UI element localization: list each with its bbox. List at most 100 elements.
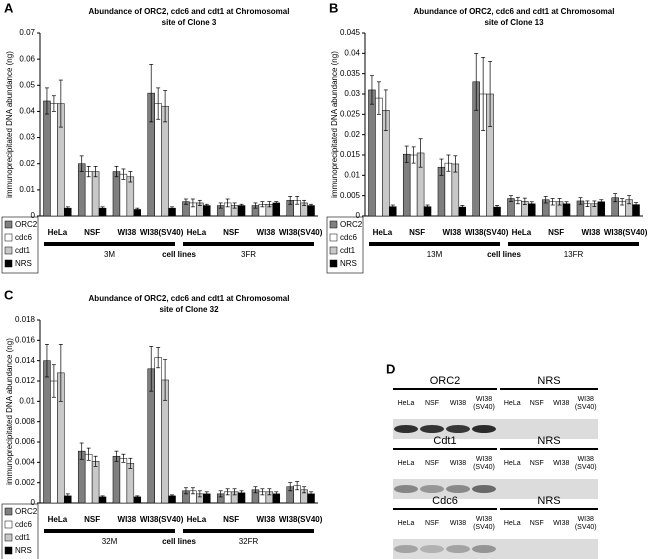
blot-header: ORC2 <box>430 375 461 387</box>
group-label: 3M <box>104 250 115 259</box>
x-tick-label: HeLa <box>373 228 393 237</box>
error-bar <box>197 490 202 498</box>
legend-label: cdt1 <box>340 246 356 255</box>
y-tick-label: 0.005 <box>340 191 361 200</box>
error-bar <box>460 205 465 210</box>
error-bar <box>404 145 409 163</box>
blot-header: NRS <box>537 495 560 507</box>
error-bar <box>44 87 49 115</box>
error-bar <box>425 204 430 209</box>
error-bar <box>135 207 140 212</box>
error-bar <box>253 486 258 494</box>
x-tick-label: HeLa <box>48 515 68 524</box>
x-axis-label: cell lines <box>162 537 196 546</box>
blot-header: Cdc6 <box>432 495 458 507</box>
bar <box>119 173 128 217</box>
error-bar <box>515 196 520 205</box>
legend-label: cdc6 <box>15 233 32 242</box>
error-bar <box>190 487 195 495</box>
x-tick-label: WI38 <box>118 228 137 237</box>
blot-header: NRS <box>537 375 560 387</box>
panel-letter: C <box>4 287 14 302</box>
blot-band <box>394 425 418 433</box>
error-bar <box>149 64 154 123</box>
error-bar <box>481 57 486 131</box>
lane-label: HeLa <box>398 520 415 527</box>
y-tick-label: 0.025 <box>340 109 361 118</box>
legend-swatch <box>329 259 338 268</box>
bar <box>112 455 121 504</box>
error-bar <box>51 364 56 398</box>
lane-label: NSF <box>425 400 439 407</box>
blot-band <box>420 545 444 553</box>
error-bar <box>627 195 632 205</box>
bar <box>119 458 128 504</box>
lane-label: WI38 <box>578 516 594 523</box>
legend-box <box>326 216 364 274</box>
x-tick-label: WI38(SV40) <box>604 228 648 237</box>
chart-title: site of Clone 13 <box>484 18 544 27</box>
error-bar <box>65 493 70 499</box>
group-label: 32FR <box>239 537 259 546</box>
error-bar <box>295 481 300 491</box>
bar <box>402 153 411 217</box>
bar <box>154 103 162 217</box>
bar <box>375 97 383 217</box>
bar <box>91 171 100 217</box>
y-tick-label: 0.035 <box>340 69 361 78</box>
lane-label: WI38 <box>450 520 466 527</box>
chart-title: Abundance of ORC2, cdc6 and cdt1 at Chro… <box>414 7 615 16</box>
y-tick-label: 0 <box>31 211 36 220</box>
error-bar <box>411 146 416 164</box>
panel-letter: B <box>329 0 338 15</box>
bar <box>84 453 93 504</box>
lane-label: WI38 <box>476 396 492 403</box>
error-bar <box>309 491 314 497</box>
x-tick-label: WI38(SV40) <box>465 228 509 237</box>
error-bar <box>295 196 300 205</box>
error-bar <box>183 487 188 495</box>
lane-label: NSF <box>425 520 439 527</box>
error-bar <box>267 488 272 496</box>
error-bar <box>288 482 293 492</box>
error-bar <box>58 79 63 128</box>
lane-label: WI38 <box>476 516 492 523</box>
y-tick-label: 0.008 <box>15 417 36 426</box>
error-bar <box>634 202 639 207</box>
error-bar <box>149 346 154 392</box>
legend-label: ORC2 <box>15 507 38 516</box>
lane-label: NSF <box>530 460 544 467</box>
blot-header: Cdt1 <box>433 435 456 447</box>
y-tick-label: 0.006 <box>15 437 36 446</box>
error-bar <box>592 200 597 207</box>
error-bar <box>274 201 279 205</box>
lane-label: (SV40) <box>473 404 495 411</box>
y-tick-label: 0.016 <box>15 335 36 344</box>
blot-band <box>394 485 418 493</box>
error-bar <box>232 488 237 496</box>
bar <box>91 461 100 504</box>
error-bar <box>218 202 223 209</box>
error-bar <box>543 196 548 204</box>
error-bar <box>369 75 374 105</box>
chart-title: Abundance of ORC2, cdc6 and cdt1 at Chro… <box>89 7 290 16</box>
y-tick-label: 0 <box>356 211 361 220</box>
legend-swatch <box>4 220 13 229</box>
lane-label: HeLa <box>398 460 415 467</box>
group-label: 13FR <box>564 250 584 259</box>
error-bar <box>232 202 237 209</box>
error-bar <box>65 206 70 210</box>
error-bar <box>376 81 381 115</box>
error-bar <box>508 195 513 202</box>
bar <box>112 171 121 217</box>
error-bar <box>453 155 458 173</box>
legend-box <box>1 216 39 274</box>
legend-box <box>1 503 39 559</box>
error-bar <box>225 488 230 496</box>
error-bar <box>550 198 555 206</box>
bar <box>154 357 162 504</box>
x-tick-label: WI38 <box>118 515 137 524</box>
x-tick-label: NSF <box>223 228 239 237</box>
chart-title: Abundance of ORC2, cdc6 and cdt1 at Chro… <box>89 294 290 303</box>
error-bar <box>58 344 63 402</box>
